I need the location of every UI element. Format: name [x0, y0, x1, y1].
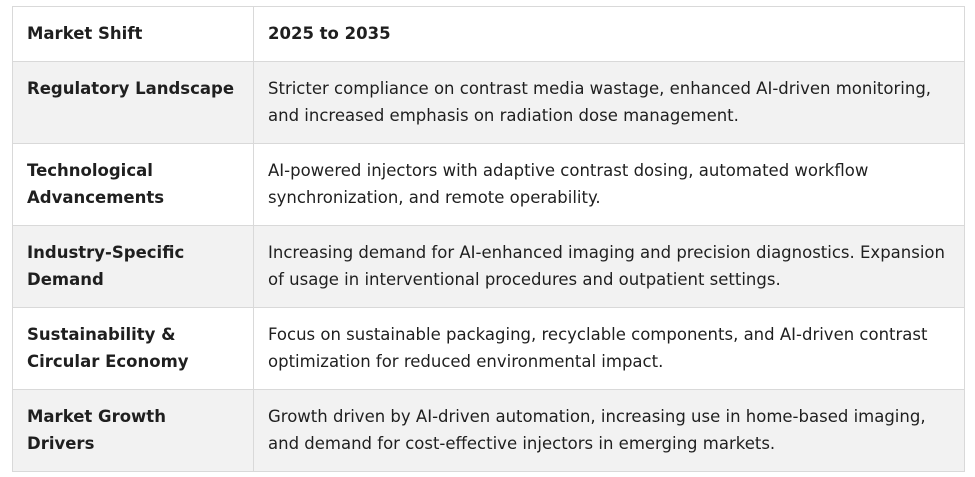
header-market-shift: Market Shift [13, 7, 254, 61]
row-description: Stricter compliance on contrast media wa… [268, 79, 932, 125]
table-row: Sustainability & Circular Economy Focus … [13, 307, 964, 389]
row-description: Focus on sustainable packaging, recyclab… [268, 325, 928, 371]
table-header-row: Market Shift 2025 to 2035 [13, 7, 964, 61]
table-row: Regulatory Landscape Stricter compliance… [13, 61, 964, 143]
row-label: Regulatory Landscape [13, 62, 254, 143]
table-row: Industry-Specific Demand Increasing dema… [13, 225, 964, 307]
row-description: Increasing demand for AI-enhanced imagin… [268, 243, 945, 289]
table-row: Technological Advancements AI-powered in… [13, 143, 964, 225]
row-description: Growth driven by AI-driven automation, i… [268, 407, 926, 453]
row-label: Technological Advancements [13, 144, 254, 225]
table-row: Market Growth Drivers Growth driven by A… [13, 389, 964, 471]
row-label: Industry-Specific Demand [13, 226, 254, 307]
row-label: Market Growth Drivers [13, 390, 254, 471]
market-shift-table: Market Shift 2025 to 2035 Regulatory Lan… [12, 6, 965, 472]
row-label: Sustainability & Circular Economy [13, 308, 254, 389]
row-description: AI-powered injectors with adaptive contr… [268, 161, 869, 207]
header-period: 2025 to 2035 [268, 24, 391, 43]
